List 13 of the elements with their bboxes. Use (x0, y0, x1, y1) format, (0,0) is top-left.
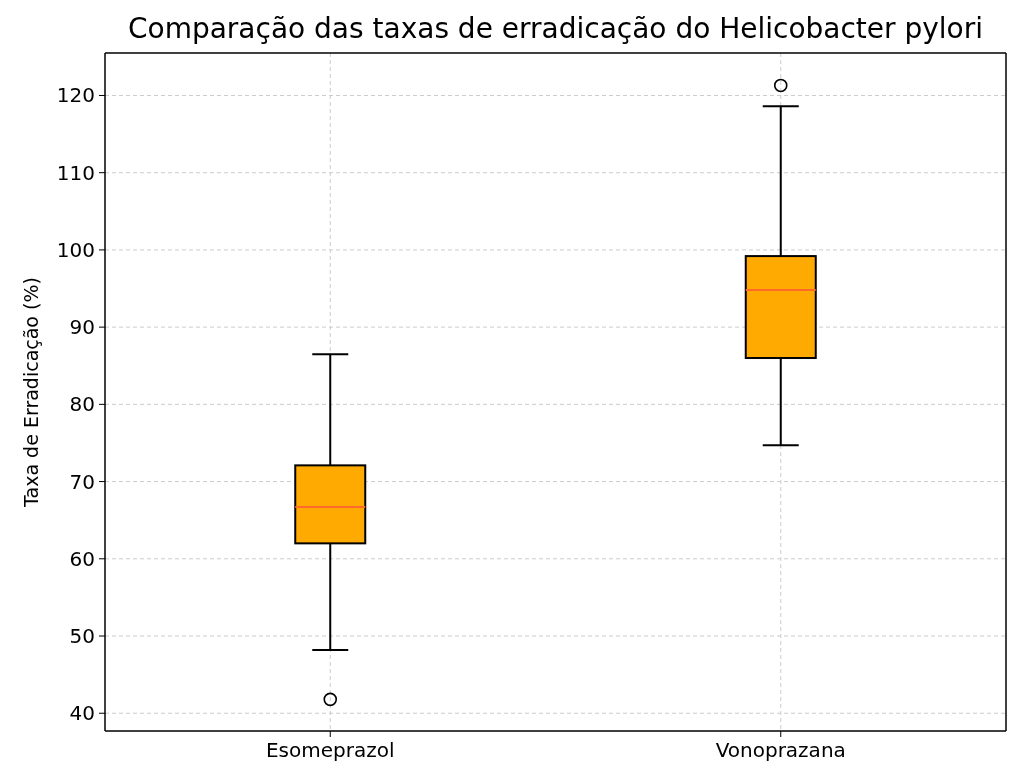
x-tick-label: Esomeprazol (265, 738, 395, 762)
y-tick-label: 80 (69, 392, 95, 417)
y-axis-title: Taxa de Erradicação (%) (20, 277, 42, 508)
y-tick-label: 100 (56, 237, 95, 262)
x-tick-label: Vonoprazana (715, 738, 846, 762)
y-tick-label: 70 (69, 469, 95, 494)
chart-title: Comparação das taxas de erradicação do Helicobacter pylori (127, 12, 984, 45)
y-tick-label: 60 (69, 546, 95, 571)
y-tick-label: 90 (69, 315, 95, 340)
y-tick-label: 40 (69, 701, 95, 726)
y-tick-label: 120 (56, 83, 95, 108)
y-tick-label: 110 (56, 160, 95, 185)
y-tick-label: 50 (69, 624, 95, 649)
